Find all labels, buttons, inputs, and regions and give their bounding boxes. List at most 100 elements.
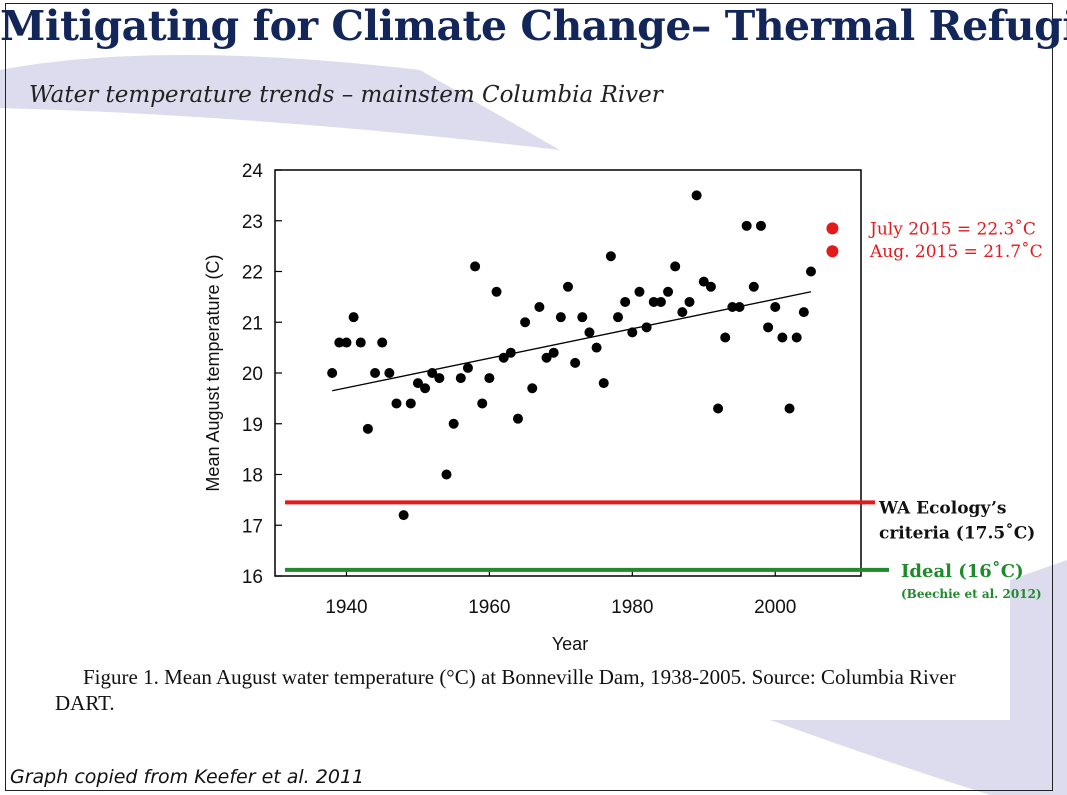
criteria-label: WA Ecology’s (878, 498, 1006, 518)
data-point (748, 281, 759, 292)
data-point (755, 220, 766, 231)
data-point (512, 413, 523, 424)
data-point (370, 368, 381, 378)
data-point (634, 286, 645, 297)
y-tick-label: 19 (242, 415, 263, 436)
data-point (541, 352, 552, 363)
data-point (713, 403, 724, 414)
data-point (420, 383, 431, 394)
data-point (405, 398, 416, 409)
data-point (784, 403, 795, 414)
data-point (527, 383, 538, 394)
y-tick-label: 22 (242, 263, 263, 284)
y-axis-label: Mean August temperature (C) (203, 254, 223, 491)
figure-caption: Figure 1. Mean August water temperature … (55, 664, 1015, 716)
data-point (734, 302, 745, 313)
y-tick-label: 18 (242, 466, 263, 487)
data-point (341, 337, 352, 348)
data-point (384, 368, 395, 378)
y-tick-label: 16 (242, 567, 263, 588)
x-tick-label: 1940 (325, 597, 367, 618)
ideal-sublabel: (Beechie et al. 2012) (901, 587, 1042, 601)
data-point (348, 312, 359, 323)
ideal-label: Ideal (16˚C) (901, 559, 1024, 582)
highlight-label: July 2015 = 22.3˚C (868, 219, 1036, 239)
data-point (520, 317, 531, 328)
slide-frame (5, 3, 1053, 791)
data-point (648, 296, 659, 307)
data-point (798, 307, 809, 318)
y-axis: 16 17 18 19 20 21 22 23 24 (242, 161, 282, 588)
caption-text: Figure 1. Mean August water temperature … (55, 665, 956, 715)
x-axis-label: Year (552, 634, 588, 654)
data-point (434, 373, 445, 384)
slide-title: Mitigating for Climate Change– Thermal R… (0, 2, 1067, 50)
reference-lines: WA Ecology’s criteria (17.5˚C) Ideal (16˚C… (285, 498, 1042, 601)
data-point (677, 307, 688, 318)
data-point (498, 352, 509, 363)
data-point (377, 337, 388, 348)
data-point (548, 347, 559, 358)
data-point (398, 510, 409, 521)
y-tick-label: 24 (242, 161, 264, 182)
data-point (663, 286, 674, 297)
data-point (448, 418, 459, 429)
data-point (770, 302, 781, 313)
data-point (477, 398, 488, 409)
x-axis: 1940 1960 1980 2000 (325, 569, 796, 618)
data-point (605, 251, 616, 262)
criteria-label: criteria (17.5˚C) (879, 522, 1035, 543)
data-point (362, 423, 373, 434)
data-point (655, 296, 666, 307)
highlight-points: July 2015 = 22.3˚C Aug. 2015 = 21.7˚C (826, 219, 1043, 262)
data-point (334, 337, 345, 348)
plot-area (274, 169, 862, 577)
data-points (327, 190, 816, 521)
data-point (412, 378, 423, 389)
data-point (805, 266, 816, 277)
top-swoosh (0, 55, 560, 150)
bottom-swoosh (770, 560, 1067, 795)
data-point (727, 302, 738, 313)
data-point (591, 342, 602, 353)
data-point (584, 327, 595, 338)
data-point (470, 261, 481, 272)
data-point (441, 469, 452, 480)
data-point (391, 398, 402, 409)
data-point (505, 347, 516, 358)
data-point (641, 322, 652, 333)
highlight-point (826, 245, 839, 258)
x-tick-label: 1960 (468, 597, 510, 618)
data-point (563, 281, 573, 292)
data-point (720, 332, 731, 343)
data-point (355, 337, 366, 348)
data-point (620, 296, 631, 307)
data-point (627, 327, 638, 338)
y-tick-label: 17 (242, 516, 263, 537)
data-point (462, 362, 473, 373)
data-point (570, 357, 581, 368)
data-point (327, 368, 338, 378)
source-note: Graph copied from Keefer et al. 2011 (10, 766, 365, 788)
data-point (484, 373, 495, 384)
y-tick-label: 23 (242, 212, 263, 233)
highlight-label: Aug. 2015 = 21.7˚C (869, 242, 1043, 262)
data-point (684, 296, 695, 307)
highlight-point (826, 222, 839, 235)
data-point (613, 312, 624, 323)
data-point (741, 220, 752, 231)
data-point (427, 368, 438, 378)
data-point (534, 302, 545, 313)
data-point (763, 322, 774, 333)
data-point (491, 286, 502, 297)
data-point (598, 378, 609, 389)
data-point (455, 373, 466, 384)
data-point (691, 190, 702, 201)
data-point (791, 332, 802, 343)
data-point (670, 261, 681, 272)
slide-subtitle: Water temperature trends – mainstem Colu… (29, 82, 663, 108)
y-tick-label: 21 (242, 313, 263, 334)
y-tick-label: 20 (242, 364, 263, 385)
data-point (705, 281, 716, 292)
